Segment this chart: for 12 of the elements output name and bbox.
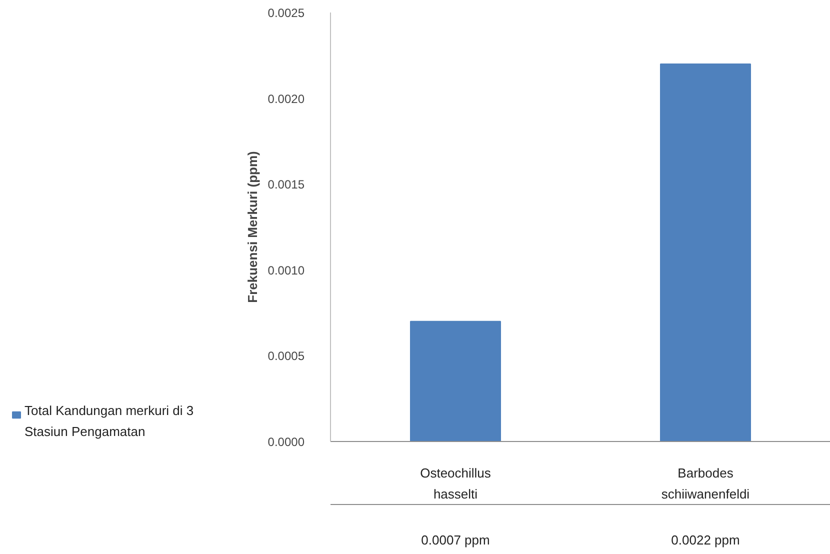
data-label: 0.0007 ppm	[421, 532, 490, 548]
data-label: 0.0022 ppm	[671, 532, 740, 548]
y-tick-label: 0.0000	[268, 435, 305, 449]
legend-label: Total Kandungan merkuri di 3 Stasiun Pengamatan	[24, 403, 194, 440]
y-tick-label: 0.0015	[268, 178, 305, 192]
y-tick-label: 0.0025	[268, 6, 305, 20]
x-tick-label: Osteochillus hasselti	[420, 466, 492, 502]
y-tick-label: 0.0020	[268, 92, 305, 106]
y-tick-label: 0.0010	[268, 263, 305, 278]
y-axis-title: Frekuensi Merkuri (ppm)	[244, 151, 260, 303]
x-tick-label: Barbodes schiiwanenfeldi	[661, 466, 750, 502]
y-tick-label: 0.0005	[268, 349, 305, 364]
